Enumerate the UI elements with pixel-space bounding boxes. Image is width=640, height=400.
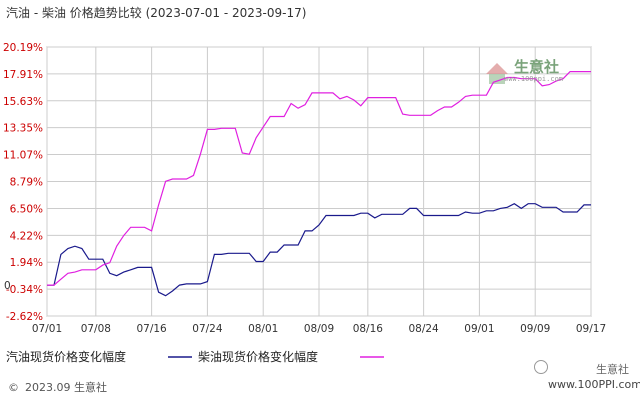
watermark-logo-text: 生意社	[514, 58, 560, 76]
series-line-diesel	[47, 70, 591, 286]
x-tick-label: 07/01	[32, 323, 62, 335]
copyright-text: 2023.09 生意社	[25, 381, 107, 394]
x-tick-label: 09/17	[576, 323, 606, 335]
y-tick-label: 1.94%	[10, 257, 43, 269]
x-tick-label: 07/08	[81, 323, 111, 335]
x-tick-label: 07/24	[192, 323, 223, 335]
legend-label-diesel: 柴油现货价格变化幅度	[198, 349, 318, 364]
y-tick-label: 15.63%	[3, 96, 43, 108]
x-tick-label: 09/01	[464, 323, 494, 335]
y-tick-label: 8.79%	[10, 176, 43, 188]
y-tick-label: 11.07%	[3, 150, 43, 162]
x-tick-label: 09/09	[520, 323, 550, 335]
zero-label: 0	[4, 280, 11, 292]
chart-title: 汽油 - 柴油 价格趋势比较	[6, 6, 142, 20]
y-tick-label: 13.35%	[3, 123, 43, 135]
watermark-house-icon	[486, 63, 508, 74]
x-tick-label: 08/24	[408, 323, 439, 335]
date-range: (2023-07-01 - 2023-09-17)	[145, 6, 307, 20]
legend-label-gasoline: 汽油现货价格变化幅度	[6, 349, 126, 364]
x-tick-label: 07/16	[136, 323, 167, 335]
watermark-brand: 生意社	[596, 363, 629, 376]
watermark-house-body	[489, 74, 505, 84]
series-line-gasoline	[47, 203, 591, 297]
copyright-footer: © 2023.09 生意社	[8, 379, 107, 395]
y-tick-label: 20.19%	[3, 42, 43, 54]
watermark-url: www.100PPI.com	[548, 378, 640, 391]
x-tick-label: 08/16	[353, 323, 384, 335]
y-tick-label: -2.62%	[6, 311, 43, 323]
watermark-logo-url: www.100ppi.com	[504, 75, 564, 83]
chart-title-block: 汽油 - 柴油 价格趋势比较 (2023-07-01 - 2023-09-17)	[6, 4, 306, 21]
x-tick-label: 08/01	[248, 323, 278, 335]
x-tick-label: 08/09	[304, 323, 334, 335]
y-tick-label: 6.50%	[10, 203, 43, 215]
y-tick-label: 4.22%	[10, 230, 43, 242]
wechat-icon	[534, 360, 548, 374]
y-tick-label: -0.34%	[6, 284, 43, 296]
copyright-icon: ©	[8, 381, 19, 394]
y-tick-label: 17.91%	[3, 69, 43, 81]
